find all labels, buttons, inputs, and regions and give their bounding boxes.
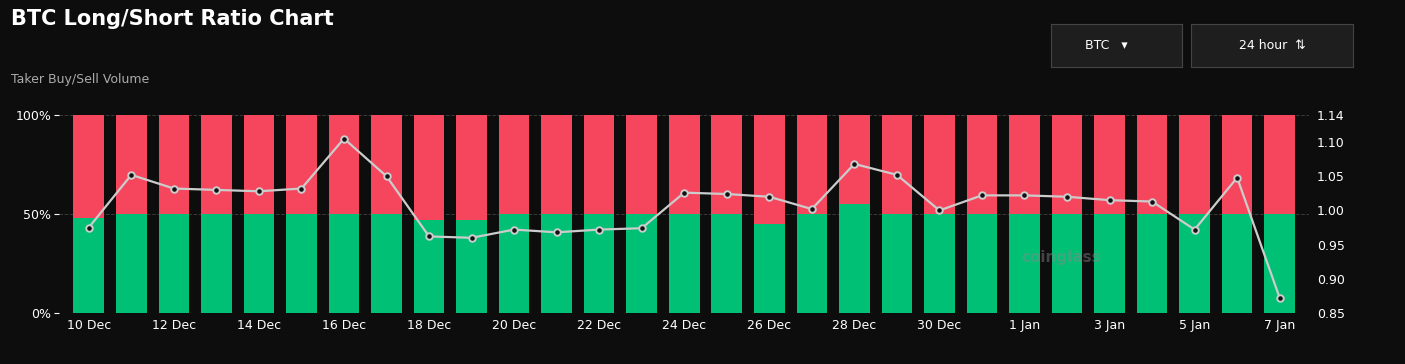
Bar <box>329 115 360 214</box>
Bar <box>1264 214 1295 313</box>
Bar <box>669 214 700 313</box>
Bar <box>1009 214 1040 313</box>
Point <box>417 234 440 240</box>
Bar <box>1179 115 1210 214</box>
Text: coinglass: coinglass <box>1021 250 1102 265</box>
Bar <box>287 214 316 313</box>
Point <box>205 187 228 193</box>
Bar <box>967 214 998 313</box>
Point <box>247 188 270 194</box>
Bar <box>881 214 912 313</box>
Bar <box>117 214 146 313</box>
Bar <box>1179 214 1210 313</box>
Bar <box>754 115 784 224</box>
Bar <box>924 115 955 214</box>
Bar <box>201 214 232 313</box>
Bar <box>329 214 360 313</box>
Bar <box>499 214 530 313</box>
Bar <box>627 115 658 214</box>
Point <box>333 136 355 142</box>
Bar <box>1137 214 1168 313</box>
Bar <box>1052 214 1082 313</box>
Bar <box>159 115 190 214</box>
Bar <box>711 214 742 313</box>
Bar <box>73 218 104 313</box>
Bar <box>457 115 488 220</box>
Point <box>77 225 100 230</box>
Bar <box>1052 115 1082 214</box>
Point <box>885 172 908 178</box>
Point <box>461 235 483 241</box>
Point <box>929 207 951 213</box>
Point <box>673 190 695 195</box>
Point <box>163 186 185 191</box>
Bar <box>1222 214 1252 313</box>
Point <box>545 229 568 235</box>
Bar <box>839 204 870 313</box>
Point <box>291 186 313 191</box>
Point <box>587 227 610 233</box>
Bar <box>627 214 658 313</box>
Bar <box>371 115 402 214</box>
Bar <box>584 214 614 313</box>
Bar <box>243 115 274 214</box>
Point <box>801 206 823 212</box>
Bar <box>457 220 488 313</box>
Bar <box>1264 115 1295 214</box>
Bar <box>499 115 530 214</box>
Text: BTC   ▾: BTC ▾ <box>1085 39 1127 52</box>
Bar <box>754 224 784 313</box>
Bar <box>73 115 104 218</box>
Bar <box>1137 115 1168 214</box>
Bar <box>541 115 572 214</box>
Bar <box>371 214 402 313</box>
Bar <box>924 214 955 313</box>
Point <box>971 193 993 198</box>
Point <box>843 161 865 167</box>
Bar <box>201 115 232 214</box>
Bar <box>413 115 444 220</box>
Point <box>1013 193 1035 198</box>
Bar <box>839 115 870 204</box>
Point <box>375 173 398 179</box>
Bar <box>584 115 614 214</box>
Text: Taker Buy/Sell Volume: Taker Buy/Sell Volume <box>11 73 149 86</box>
Bar <box>1094 115 1125 214</box>
Point <box>715 191 738 197</box>
Bar <box>287 115 316 214</box>
Point <box>1183 227 1205 233</box>
Bar <box>117 115 146 214</box>
Point <box>1269 295 1291 301</box>
Point <box>1055 194 1078 200</box>
Bar <box>797 115 828 214</box>
Bar <box>669 115 700 214</box>
Point <box>503 227 525 233</box>
Point <box>119 172 142 178</box>
Bar <box>541 214 572 313</box>
Bar <box>881 115 912 214</box>
Text: BTC Long/Short Ratio Chart: BTC Long/Short Ratio Chart <box>11 9 334 29</box>
Bar <box>159 214 190 313</box>
Point <box>759 194 781 200</box>
Bar <box>243 214 274 313</box>
Bar <box>967 115 998 214</box>
Bar <box>1009 115 1040 214</box>
Point <box>631 225 653 231</box>
Bar <box>413 220 444 313</box>
Text: 24 hour  ⇅: 24 hour ⇅ <box>1239 39 1305 52</box>
Point <box>1227 175 1249 181</box>
Bar <box>711 115 742 214</box>
Point <box>1099 197 1121 203</box>
Bar <box>1222 115 1252 214</box>
Bar <box>797 214 828 313</box>
Point <box>1141 199 1163 205</box>
Bar <box>1094 214 1125 313</box>
